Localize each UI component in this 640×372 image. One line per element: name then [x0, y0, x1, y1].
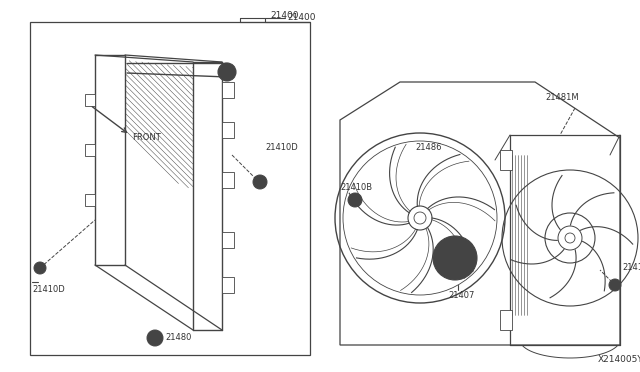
Bar	[30, 22, 310, 355]
Bar	[500, 310, 512, 330]
Bar	[85, 194, 95, 206]
Text: 21400: 21400	[287, 13, 316, 22]
Text: 21480: 21480	[165, 334, 191, 343]
Text: 21481M: 21481M	[545, 93, 579, 102]
Circle shape	[34, 262, 46, 274]
Bar	[85, 144, 95, 156]
Bar	[500, 150, 512, 170]
Circle shape	[147, 330, 163, 346]
Bar	[85, 94, 95, 106]
Circle shape	[609, 279, 621, 291]
Bar	[222, 172, 234, 188]
Text: 21400: 21400	[270, 12, 298, 20]
Text: 21410D: 21410D	[32, 285, 65, 295]
Bar	[222, 232, 234, 248]
Circle shape	[348, 193, 362, 207]
Text: FRONT: FRONT	[132, 133, 161, 142]
Text: 21486: 21486	[415, 144, 442, 153]
Circle shape	[218, 63, 236, 81]
Text: 21410D: 21410D	[265, 144, 298, 153]
Text: X214005Y: X214005Y	[598, 356, 640, 365]
Text: 21410A: 21410A	[622, 263, 640, 273]
Text: 21407: 21407	[448, 291, 474, 299]
Circle shape	[433, 236, 477, 280]
Bar	[222, 122, 234, 138]
Text: 21410B: 21410B	[340, 183, 372, 192]
Bar	[222, 277, 234, 293]
Bar	[222, 82, 234, 98]
Circle shape	[253, 175, 267, 189]
